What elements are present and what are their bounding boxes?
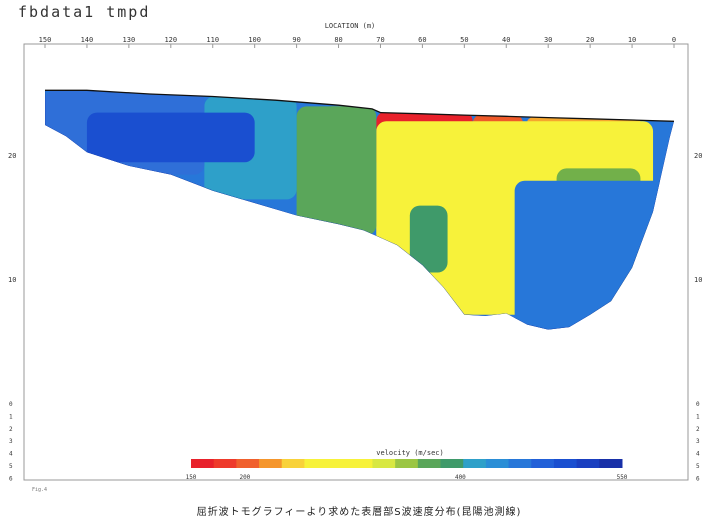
x-tick-label: 30 — [544, 36, 552, 44]
y-tick-label-right: 3 — [696, 438, 700, 445]
colorbar-swatch — [304, 459, 328, 468]
colorbar-swatch — [349, 459, 373, 468]
y-tick-label-right: 10 — [694, 276, 702, 284]
colorbar-swatch — [508, 459, 532, 468]
y-tick-label-right: 4 — [696, 451, 700, 458]
y-tick-label-left: 1 — [9, 413, 13, 420]
y-tick-label-right: 2 — [696, 426, 700, 433]
plot-frame — [23, 43, 689, 481]
colorbar-swatch — [191, 459, 215, 468]
x-tick-label: 150 — [39, 36, 52, 44]
y-axis-right: 10 20 0 1 2 3 4 5 6 — [694, 152, 702, 482]
x-tick-label: 140 — [81, 36, 94, 44]
velocity-zone — [514, 180, 666, 330]
figure-caption: 屈折波トモグラフィーより求めた表層部S波速度分布(昆陽池測線) — [196, 507, 522, 518]
y-tick-label-right: 6 — [696, 475, 700, 482]
y-tick-label-left: 20 — [8, 152, 16, 160]
colorbar-swatch — [281, 459, 305, 468]
x-tick-label: 110 — [206, 36, 219, 44]
colorbar-swatch — [553, 459, 578, 468]
colorbar-tick-label: 200 — [239, 474, 250, 481]
x-tick-label: 100 — [248, 36, 261, 44]
colorbar-swatch — [372, 459, 396, 468]
colorbar-ticks: 150 200 400 550 — [186, 474, 628, 481]
x-tick-label: 90 — [292, 36, 300, 44]
colorbar-swatch — [327, 459, 351, 468]
y-tick-label-left: 4 — [9, 451, 13, 458]
x-tick-label: 10 — [628, 36, 636, 44]
y-tick-label-right: 5 — [696, 463, 700, 470]
x-tick-label: 70 — [376, 36, 384, 44]
y-tick-label-left: 5 — [9, 463, 13, 470]
colorbar-swatch — [395, 459, 419, 468]
y-tick-label-left: 2 — [9, 426, 13, 433]
y-tick-label-right: 1 — [696, 413, 700, 420]
colorbar-swatch — [236, 459, 260, 468]
velocity-zone — [296, 106, 377, 236]
colorbar-swatch — [576, 459, 600, 468]
x-tick-label: 80 — [334, 36, 342, 44]
y-tick-label-right: 0 — [696, 401, 700, 408]
velocity-zone — [86, 112, 255, 163]
x-tick-label: 0 — [672, 36, 676, 44]
y-tick-label-left: 3 — [9, 438, 13, 445]
x-tick-label: 120 — [164, 36, 177, 44]
colorbar-swatch — [440, 459, 464, 468]
x-tick-label: 60 — [418, 36, 426, 44]
x-tick-label: 40 — [502, 36, 510, 44]
colorbar-swatch — [213, 459, 237, 468]
colorbar-swatch — [259, 459, 283, 468]
colorbar-tick-label: 150 — [186, 474, 197, 481]
colorbar-swatch — [599, 459, 623, 468]
figure-stamp: Fig.4 — [32, 487, 48, 493]
colorbar-swatch — [485, 459, 510, 468]
colorbar-tick-label: 550 — [617, 474, 628, 481]
velocity-zone — [409, 205, 448, 273]
colorbar-swatch — [463, 459, 487, 468]
y-axis-left: 10 20 0 1 2 3 4 5 6 — [8, 152, 16, 482]
y-tick-label-left: 6 — [9, 475, 13, 482]
velocity-section — [45, 90, 674, 330]
colorbar-tick-label: 400 — [455, 474, 466, 481]
y-tick-label-right: 20 — [694, 152, 702, 160]
ground-surface-line — [45, 89, 675, 122]
velocity-colorbar — [191, 459, 623, 468]
colorbar-swatch — [417, 459, 442, 468]
x-tick-label: 50 — [460, 36, 468, 44]
figure-title: fbdata1 tmpd — [18, 3, 151, 21]
x-axis-label: LOCATION (m) — [325, 22, 376, 30]
x-tick-label: 130 — [123, 36, 136, 44]
y-tick-label-left: 0 — [9, 401, 13, 408]
x-tick-label: 20 — [586, 36, 594, 44]
y-tick-label-left: 10 — [8, 276, 16, 284]
colorbar-swatch — [531, 459, 555, 468]
x-axis-top: 150 140 130 120 110 100 90 80 70 60 50 40 30 20 10 0 — [39, 36, 676, 48]
colorbar-label: velocity (m/sec) — [376, 449, 443, 457]
